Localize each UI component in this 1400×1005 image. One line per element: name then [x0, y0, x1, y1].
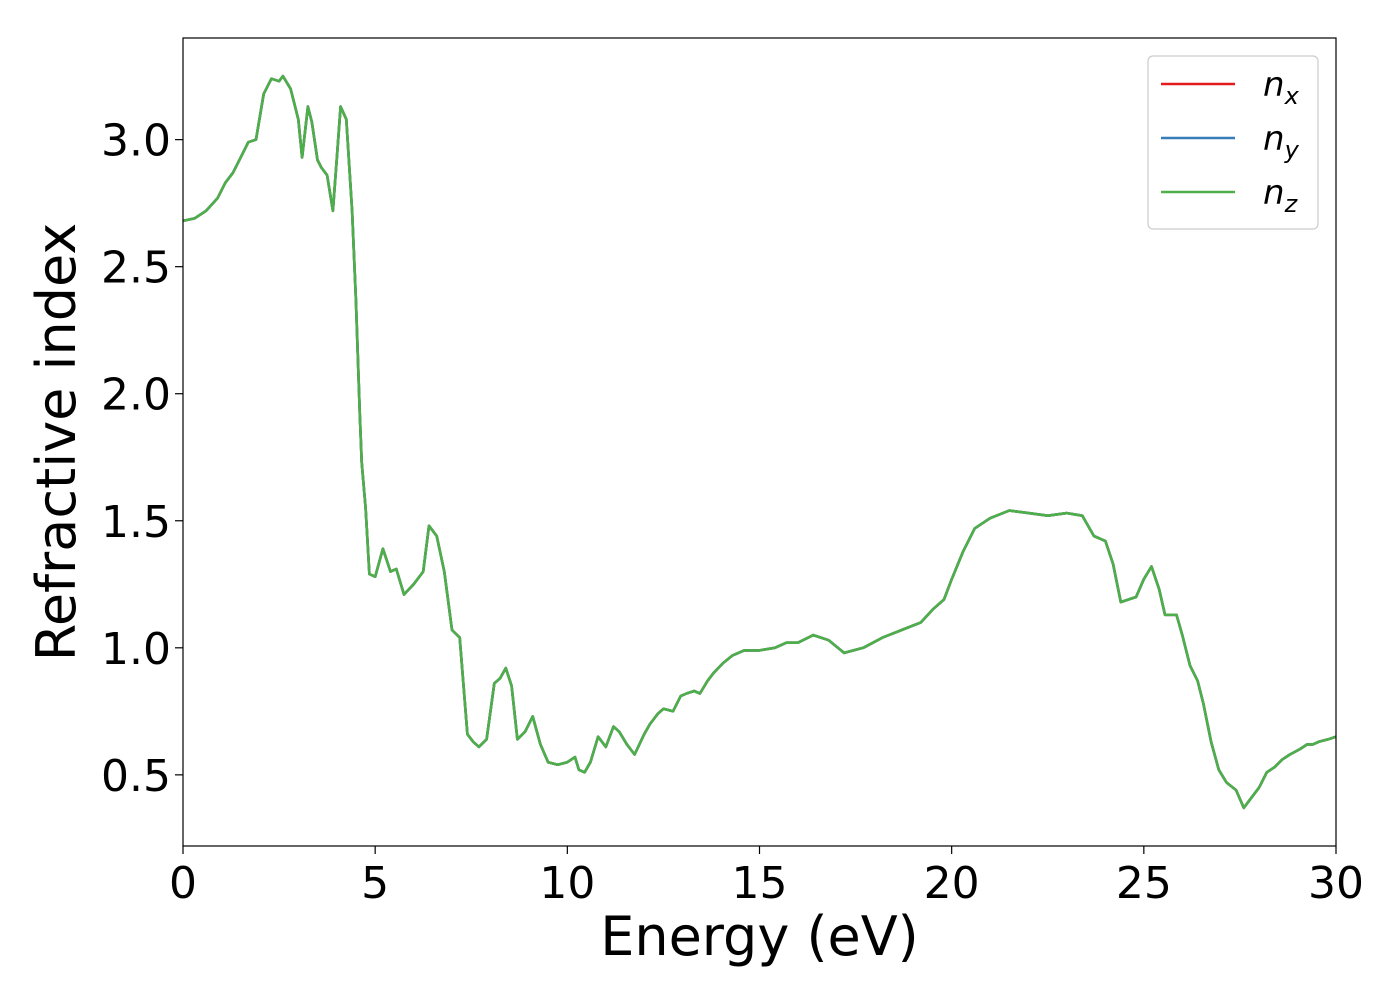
legend-label-subscript: z [1284, 190, 1299, 218]
y-tick-label: 2.0 [101, 370, 171, 421]
legend-label-subscript: x [1284, 82, 1300, 110]
y-tick-label: 2.5 [101, 243, 171, 294]
legend-label-subscript: y [1284, 136, 1300, 164]
x-tick-label: 10 [539, 858, 595, 909]
x-tick-label: 0 [169, 858, 197, 909]
y-tick-label: 0.5 [101, 751, 171, 802]
x-axis-title: Energy (eV) [600, 905, 919, 968]
x-tick-label: 5 [361, 858, 389, 909]
x-axis-ticks: 0 5 10 15 20 25 30 [169, 846, 1364, 909]
y-axis-title: Refractive index [25, 223, 88, 662]
x-tick-label: 25 [1116, 858, 1172, 909]
legend-label: nx [1263, 65, 1300, 110]
y-tick-label: 1.5 [101, 497, 171, 548]
legend-label: nz [1263, 173, 1299, 218]
y-tick-label: 3.0 [101, 116, 171, 167]
legend-label-base: n [1263, 173, 1285, 213]
legend-label-base: n [1263, 65, 1285, 105]
x-tick-label: 15 [732, 858, 788, 909]
legend-box [1147, 55, 1319, 230]
legend-label-base: n [1263, 119, 1285, 159]
series-layer [182, 74, 1337, 810]
series-line-n-z [182, 74, 1337, 810]
x-tick-label: 30 [1308, 858, 1364, 909]
y-tick-label: 1.0 [101, 624, 171, 675]
x-tick-label: 20 [924, 858, 980, 909]
legend-label: ny [1263, 119, 1300, 164]
y-axis-ticks: 0.5 1.0 1.5 2.0 2.5 3.0 [101, 116, 183, 802]
